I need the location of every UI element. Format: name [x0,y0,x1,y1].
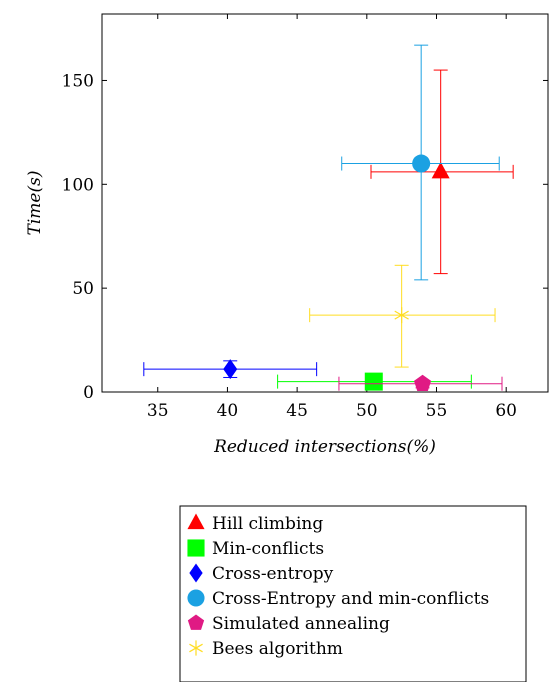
x-tick-label: 60 [495,401,517,421]
series-bees-algorithm [309,264,496,368]
data-point [394,307,409,324]
legend: Hill climbing Min-conflicts Cross-entropy C… [179,505,527,682]
data-marks [143,44,514,391]
legend-marker [187,614,205,630]
series-min-conflicts [277,372,472,391]
x-tick-label: 50 [356,401,378,421]
data-point [431,161,450,179]
legend-label: Bees algorithm [212,639,343,659]
y-axis-label: Time(s) [25,171,45,236]
data-point [414,374,432,391]
data-point [223,359,238,380]
data-point [364,372,383,391]
legend-marker [189,640,203,656]
legend-label: Cross-entropy [212,564,334,584]
legend-marker [187,589,205,607]
x-axis-label: Reduced intersections(%) [213,437,436,457]
series-cross-entropy-and-min-conflicts [341,44,500,281]
series-cross-entropy [143,359,318,380]
data-point [412,154,431,173]
legend-label: Hill climbing [212,514,323,534]
y-tick-label: 50 [72,279,94,299]
axes: 35 40 45 50 55 60 0 50 100 150 [62,13,549,421]
y-tick-label: 0 [83,383,94,403]
legend-entry: Min-conflicts [187,539,324,559]
legend-box [179,505,527,682]
legend-label: Cross-Entropy and min-conflicts [212,589,489,609]
legend-entry: Bees algorithm [189,639,343,659]
series-simulated-annealing [338,374,503,391]
x-tick-label: 55 [426,401,448,421]
series-hill-climbing [370,69,514,275]
y-tick-label: 150 [62,71,94,91]
legend-marker [189,563,203,583]
x-tick-label: 35 [147,401,169,421]
legend-entry: Cross-Entropy and min-conflicts [187,589,489,609]
plot-frame [101,13,549,393]
x-tick-label: 45 [286,401,308,421]
x-tick-label: 40 [217,401,239,421]
legend-label: Min-conflicts [212,539,324,559]
legend-label: Simulated annealing [212,614,390,634]
legend-entry: Hill climbing [187,513,323,534]
legend-marker [187,513,205,530]
legend-entry: Simulated annealing [187,614,390,634]
legend-entry: Cross-entropy [189,563,334,584]
legend-marker [187,539,205,557]
y-tick-label: 100 [62,175,94,195]
